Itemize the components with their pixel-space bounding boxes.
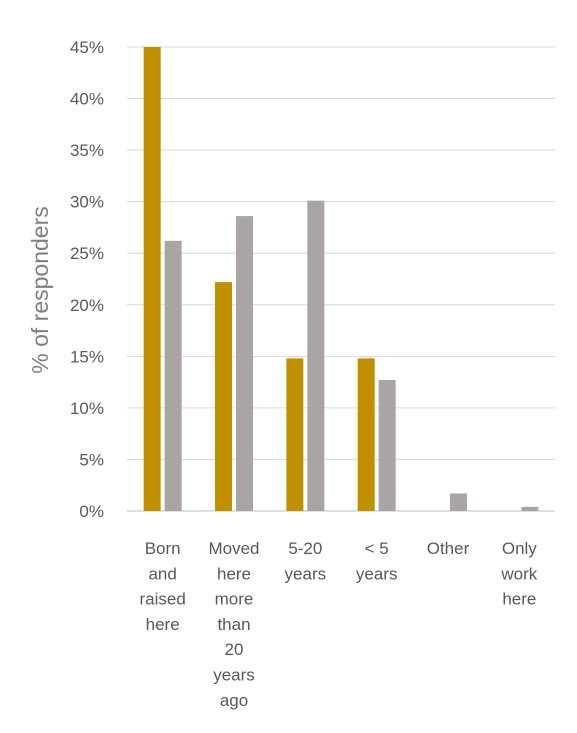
x-category-label-line: more — [215, 590, 254, 609]
x-category-label-line: ago — [220, 691, 248, 710]
x-category-label: Other — [427, 539, 470, 558]
bars — [143, 47, 539, 512]
y-tick-label: 0% — [79, 502, 104, 521]
y-tick-label: 35% — [70, 141, 104, 160]
bar — [236, 216, 253, 511]
x-category-label-line: here — [217, 564, 251, 583]
y-tick-label: 45% — [70, 38, 104, 57]
x-category-label-line: 20 — [225, 640, 244, 659]
x-category-label-line: Only — [502, 539, 537, 558]
x-category-label-line: Other — [427, 539, 470, 558]
bar — [378, 380, 396, 511]
bar — [215, 282, 232, 511]
x-category-label-line: Moved — [208, 539, 259, 558]
x-category-label-line: work — [500, 564, 537, 583]
x-category-label-line: years — [285, 564, 327, 583]
bar — [164, 240, 182, 512]
x-category-label-line: < 5 — [365, 539, 389, 558]
x-category-label-line: years — [356, 564, 398, 583]
bar — [357, 358, 375, 511]
x-category-label: Born and raised here — [140, 539, 186, 634]
x-category-label-line: here — [502, 590, 536, 609]
x-category-label-line: and — [148, 564, 176, 583]
bar — [521, 506, 539, 511]
bar — [307, 200, 325, 511]
y-tick-label: 10% — [70, 399, 104, 418]
bar — [286, 358, 304, 511]
x-category-label: Only work here — [500, 539, 537, 609]
y-tick-label: 25% — [70, 244, 104, 263]
x-category-label-line: here — [146, 615, 180, 634]
x-category-label: < 5 years — [356, 539, 398, 583]
y-tick-labels: 0% 5% 10% 15% 20% 25% 30% 35% 40% 45% — [70, 38, 104, 521]
x-category-label-line: raised — [140, 590, 186, 609]
bar — [143, 47, 161, 511]
x-category-label: 5-20 years — [285, 539, 327, 583]
x-category-labels: Born and raised here Moved here more than 20 year… — [140, 539, 538, 710]
y-tick-label: 40% — [70, 90, 104, 109]
y-tick-label: 30% — [70, 193, 104, 212]
gridlines — [127, 46, 555, 512]
bar — [450, 493, 467, 511]
x-category-label-line: years — [213, 666, 255, 685]
y-tick-label: 20% — [70, 296, 104, 315]
y-axis-title: % of responders — [27, 206, 53, 373]
x-category-label-line: 5-20 — [288, 539, 322, 558]
x-category-label-line: than — [217, 615, 250, 634]
y-tick-label: 5% — [79, 450, 104, 469]
x-category-label-line: Born — [145, 539, 181, 558]
x-category-label: Moved here more than 20 years ago — [208, 539, 259, 710]
y-tick-label: 15% — [70, 347, 104, 366]
